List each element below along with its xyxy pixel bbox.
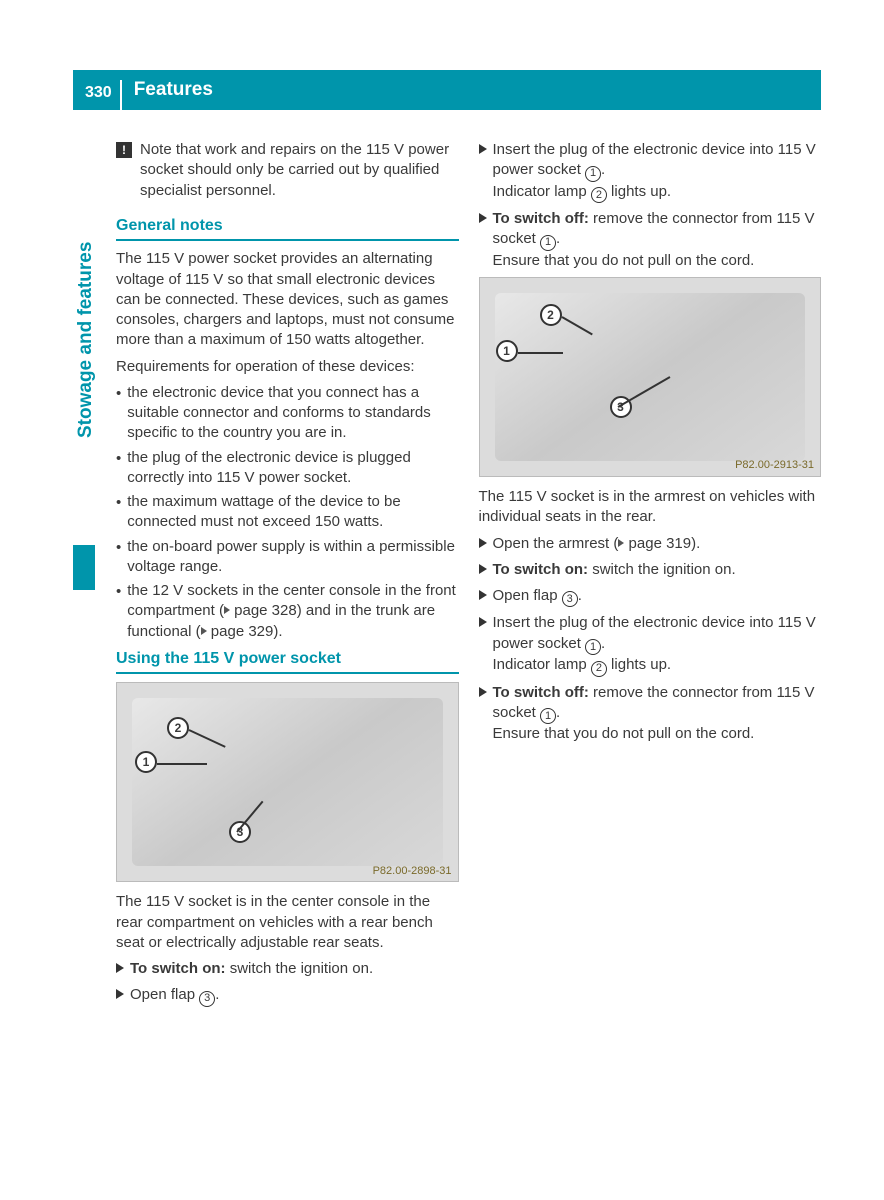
callout-1: 1 xyxy=(496,340,518,362)
step-icon xyxy=(479,617,487,627)
step-icon xyxy=(479,213,487,223)
circled-3: 3 xyxy=(562,591,578,607)
step-text: Insert the plug of the electronic device… xyxy=(493,613,822,676)
figure1-caption: The 115 V socket is in the center consol… xyxy=(116,892,459,953)
figure-code: P82.00-2913-31 xyxy=(735,458,814,473)
step-icon xyxy=(479,564,487,574)
circled-2: 2 xyxy=(591,661,607,677)
steps-list-right-top: Insert the plug of the electronic device… xyxy=(479,140,822,271)
circled-1: 1 xyxy=(540,235,556,251)
circled-3: 3 xyxy=(199,991,215,1007)
step-text: Open flap 3. xyxy=(493,586,582,607)
header-title: Features xyxy=(122,77,213,103)
step-text: Insert the plug of the electronic device… xyxy=(493,140,822,203)
list-item: the 12 V sockets in the center console i… xyxy=(127,581,458,642)
list-item: the electronic device that you connect h… xyxy=(127,383,458,444)
general-paragraph-2: Requirements for operation of these devi… xyxy=(116,357,459,377)
figure2-caption: The 115 V socket is in the armrest on ve… xyxy=(479,487,822,528)
step-icon xyxy=(116,989,124,999)
figure-code: P82.00-2898-31 xyxy=(373,864,452,879)
content-area: ! Note that work and repairs on the 115 … xyxy=(116,140,821,1013)
circled-1: 1 xyxy=(585,639,601,655)
list-item: the on-board power supply is within a pe… xyxy=(127,537,458,578)
left-column: ! Note that work and repairs on the 115 … xyxy=(116,140,459,1013)
step-text: To switch on: switch the ignition on. xyxy=(493,560,736,580)
section-using-socket: Using the 115 V power socket xyxy=(116,648,459,675)
right-column: Insert the plug of the electronic device… xyxy=(479,140,822,1013)
circled-1: 1 xyxy=(585,166,601,182)
steps-list-right-bottom: Open the armrest ( page 319). To switch … xyxy=(479,534,822,745)
page-header: 330 Features xyxy=(73,70,821,110)
circled-1: 1 xyxy=(540,708,556,724)
step-icon xyxy=(479,687,487,697)
section-general-notes: General notes xyxy=(116,215,459,242)
page-number: 330 xyxy=(73,70,120,110)
list-item: the maximum wattage of the device to be … xyxy=(127,492,458,533)
step-icon xyxy=(116,963,124,973)
step-icon xyxy=(479,538,487,548)
figure-socket-armrest: 2 1 3 P82.00-2913-31 xyxy=(479,277,822,477)
requirements-list: the electronic device that you connect h… xyxy=(116,383,459,642)
warning-note: ! Note that work and repairs on the 115 … xyxy=(116,140,459,201)
step-icon xyxy=(479,590,487,600)
step-text: To switch off: remove the connector from… xyxy=(493,683,822,745)
callout-2: 2 xyxy=(540,304,562,326)
step-text: To switch off: remove the connector from… xyxy=(493,209,822,271)
step-icon xyxy=(479,144,487,154)
warning-text: Note that work and repairs on the 115 V … xyxy=(140,140,459,201)
step-text: Open the armrest ( page 319). xyxy=(493,534,701,554)
side-tab-label: Stowage and features xyxy=(73,242,99,438)
step-text: Open flap 3. xyxy=(130,985,219,1006)
warning-icon: ! xyxy=(116,142,132,158)
steps-list-left: To switch on: switch the ignition on. Op… xyxy=(116,959,459,1007)
list-item: the plug of the electronic device is plu… xyxy=(127,448,458,489)
figure-socket-center-console: 2 1 3 P82.00-2898-31 xyxy=(116,682,459,882)
circled-2: 2 xyxy=(591,187,607,203)
side-tab-block xyxy=(73,545,95,590)
general-paragraph-1: The 115 V power socket provides an alter… xyxy=(116,249,459,350)
step-text: To switch on: switch the ignition on. xyxy=(130,959,373,979)
